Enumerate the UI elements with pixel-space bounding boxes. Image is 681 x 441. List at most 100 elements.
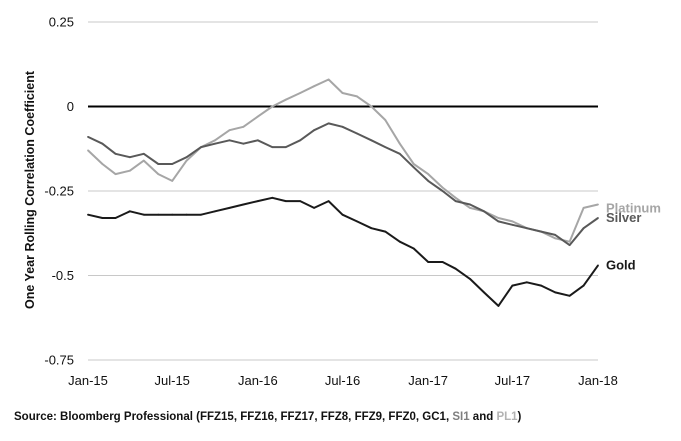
data-point-platinum [441,186,444,189]
data-point-gold [398,240,401,243]
data-point-platinum [87,149,89,152]
data-point-platinum [271,105,274,108]
data-point-gold [356,220,358,223]
data-point-gold [299,200,302,203]
y-tick-label: 0.25 [49,15,74,30]
data-point-gold [114,217,117,219]
data-point-gold [341,213,344,216]
data-point-silver [540,230,543,233]
source-silver-code: SI1 [452,411,470,423]
data-point-gold [327,200,330,203]
y-tick-label: 0 [67,99,74,114]
data-point-gold [271,196,274,199]
data-point-silver [356,132,358,135]
data-point-silver [101,142,104,145]
data-point-gold [497,305,500,307]
data-point-platinum [171,180,174,182]
data-point-silver [341,125,344,128]
data-point-silver [327,122,330,125]
data-point-gold [441,261,444,263]
data-point-silver [284,146,287,149]
data-point-silver [242,142,245,145]
data-point-silver [200,146,203,149]
data-point-platinum [356,95,358,98]
y-tick-label: -0.75 [44,353,74,368]
data-point-gold [525,281,528,284]
data-point-gold [171,213,174,216]
data-point-platinum [554,237,557,240]
data-point-gold [427,261,430,263]
series-line-platinum [87,78,599,243]
data-point-silver [271,146,274,149]
data-point-silver [412,166,415,169]
data-point-silver [483,210,485,213]
data-point-platinum [101,163,104,165]
data-point-gold [511,284,514,287]
data-point-silver [299,139,302,142]
source-prefix: Source: Bloomberg Professional (FFZ15, F… [14,411,453,423]
data-point-platinum [142,159,145,162]
data-point-gold [157,213,160,216]
data-point-silver [597,217,599,219]
data-point-platinum [185,159,188,162]
x-tick-labels: Jan-15 Jul-15 Jan-16 Jul-16 Jan-17 Jul-17 Jan-… [68,373,618,388]
data-point-silver [313,129,315,132]
data-point-silver [568,244,571,247]
data-point-platinum [454,196,457,199]
data-point-gold [87,213,89,216]
data-point-gold [200,213,203,216]
data-point-gold [101,217,104,219]
data-point-gold [370,227,373,230]
data-point-silver [469,203,471,206]
data-point-gold [384,230,387,233]
data-point-platinum [469,207,471,209]
data-point-silver [384,146,387,149]
data-point-silver [441,190,444,192]
x-tick-label: Jul-15 [155,373,190,388]
data-point-silver [171,163,174,165]
data-point-silver [87,136,89,138]
data-point-silver [525,227,528,230]
source-middle: and [469,411,497,423]
series-lines [87,78,599,307]
data-point-platinum [327,78,330,81]
data-point-gold [597,264,599,267]
data-point-platinum [370,105,373,108]
data-point-gold [256,200,259,203]
data-point-gold [412,247,415,250]
y-tick-label: -0.25 [44,184,74,199]
source-platinum-code: PL1 [496,411,518,423]
data-point-platinum [214,139,216,142]
y-tick-labels: 0.25 0 -0.25 -0.5 -0.75 [44,15,74,368]
series-label-platinum: Platinum [606,201,661,216]
source-note: Source: Bloomberg Professional (FFZ15, F… [14,411,521,423]
data-point-gold [554,291,557,294]
series-label-gold: Gold [606,257,636,272]
data-point-platinum [242,125,245,128]
data-point-gold [582,284,585,287]
data-point-silver [214,142,216,145]
y-tick-label: -0.5 [52,268,74,283]
data-point-platinum [284,98,287,101]
data-point-platinum [384,119,387,121]
data-point-gold [242,203,245,206]
data-point-platinum [398,142,401,145]
data-point-silver [511,223,514,226]
data-point-silver [582,227,585,230]
data-point-silver [228,139,231,142]
data-point-gold [454,267,457,270]
data-point-platinum [597,203,599,206]
data-point-platinum [129,169,131,172]
y-axis-title: One Year Rolling Correlation Coefficient [23,70,37,309]
data-point-gold [483,291,485,294]
data-point-platinum [228,129,231,132]
data-point-gold [214,210,216,213]
data-point-gold [540,284,543,287]
data-point-silver [554,234,557,236]
gridlines [88,21,598,361]
data-point-silver [427,180,430,182]
data-point-gold [129,210,131,213]
data-point-silver [370,139,373,142]
data-point-gold [313,207,315,209]
data-point-platinum [582,207,585,209]
